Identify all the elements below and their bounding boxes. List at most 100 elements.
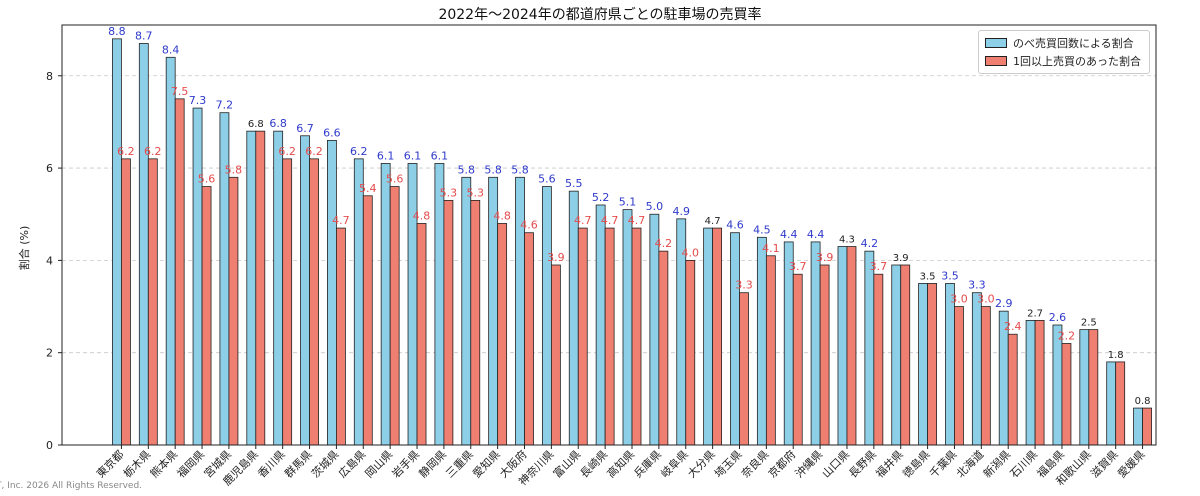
data-label-series1: 3.3 xyxy=(968,279,986,292)
data-label-series1: 5.8 xyxy=(484,163,502,176)
data-label-series1: 4.6 xyxy=(726,219,744,232)
data-label-series1: 5.8 xyxy=(511,163,529,176)
data-label-series2: 4.0 xyxy=(681,246,699,259)
data-label-series2: 3.0 xyxy=(977,293,995,306)
bar-series1 xyxy=(380,163,391,446)
x-tick-label: 東京都 xyxy=(93,447,126,480)
x-tick-label: 栃木県 xyxy=(120,447,153,480)
data-label-series2: 5.4 xyxy=(359,182,377,195)
bar-series2 xyxy=(282,158,293,446)
data-label-series2: 4.7 xyxy=(574,214,592,227)
x-tick-label: 広島県 xyxy=(335,447,368,480)
chart-title: 2022年〜2024年の都道府県ごとの駐車場の売買率 xyxy=(438,7,762,23)
bar-series1 xyxy=(1052,324,1063,446)
data-label-series1: 8.7 xyxy=(135,29,153,42)
data-label-series1: 7.3 xyxy=(189,94,207,107)
bar-series1 xyxy=(945,283,955,446)
y-tick-label: 8 xyxy=(46,70,53,83)
x-tick-label: 沖縄県 xyxy=(792,447,825,480)
data-label-series2: 4.7 xyxy=(601,214,619,227)
data-label-series2: 6.2 xyxy=(144,145,162,158)
x-tick-label: 京都府 xyxy=(765,447,798,480)
x-tick-label: 香川県 xyxy=(255,448,288,481)
bar-series1 xyxy=(1106,361,1117,446)
data-label-series2: 5.3 xyxy=(440,186,458,199)
data-label: 0.8 xyxy=(1135,396,1151,407)
plot-frame xyxy=(61,24,1157,446)
bar-series1 xyxy=(1133,407,1143,446)
x-tick-label: 群馬県 xyxy=(281,447,314,480)
x-tick-label: 徳島県 xyxy=(899,447,932,480)
bar-series1 xyxy=(407,163,418,446)
bar-series2 xyxy=(443,199,454,446)
copyright-text: T, Inc. 2026 All Rights Reserved. xyxy=(0,481,143,491)
bar-series1 xyxy=(810,241,821,446)
x-tick-label: 福岡県 xyxy=(174,447,207,480)
bar-series1 xyxy=(891,264,902,446)
x-tick-label: 山口県 xyxy=(820,448,853,481)
data-label-series2: 4.2 xyxy=(655,237,673,250)
y-tick-label: 4 xyxy=(46,254,53,267)
x-tick-label: 兵庫県 xyxy=(631,447,664,480)
bar-series1 xyxy=(192,107,203,446)
bar-series1 xyxy=(756,236,767,446)
bar-series2 xyxy=(1142,407,1152,446)
bar-series1 xyxy=(112,38,122,446)
data-label-series1: 2.6 xyxy=(1049,311,1067,324)
bar-series1 xyxy=(273,130,284,446)
bar-series2 xyxy=(121,158,131,446)
bar-series2 xyxy=(255,130,266,446)
data-label-series1: 4.9 xyxy=(672,205,690,218)
bar-series2 xyxy=(1115,361,1126,446)
data-label-series1: 4.4 xyxy=(807,228,825,241)
bar-series1 xyxy=(1079,329,1090,446)
x-tick-label: 福井県 xyxy=(873,447,906,480)
data-label-series2: 3.7 xyxy=(789,260,807,273)
data-label-series1: 6.1 xyxy=(431,149,449,162)
y-tick-label: 0 xyxy=(46,439,53,452)
data-label-series1: 6.1 xyxy=(404,149,422,162)
bar-series1 xyxy=(622,209,633,446)
bar-series2 xyxy=(336,227,346,446)
bar-series1 xyxy=(1025,319,1036,446)
x-tick-label: 北海道 xyxy=(953,447,986,480)
data-label: 6.8 xyxy=(248,119,264,130)
x-tick-label: 岐阜県 xyxy=(658,448,691,481)
bar-series2 xyxy=(1088,329,1099,446)
data-label-series1: 4.5 xyxy=(753,223,771,236)
bar-series2 xyxy=(201,186,212,446)
data-label-series2: 5.6 xyxy=(386,173,404,186)
bar-series1 xyxy=(918,283,928,446)
bar-series2 xyxy=(846,246,857,446)
data-label-series2: 6.2 xyxy=(278,145,296,158)
bar-series1 xyxy=(568,190,579,446)
x-tick-label: 長野県 xyxy=(846,448,879,481)
bar-series1 xyxy=(461,176,472,446)
x-tick-label: 新潟県 xyxy=(980,447,1013,480)
legend-item-series2: 1回以上売買のあった割合 xyxy=(985,52,1141,70)
bar-series2 xyxy=(631,227,642,446)
bar-series2 xyxy=(497,223,508,446)
bar-series1 xyxy=(595,204,606,446)
bar-series2 xyxy=(765,255,776,446)
x-tick-label: 愛媛県 xyxy=(1114,447,1147,480)
legend-swatch-series1 xyxy=(985,38,1007,48)
x-tick-label: 長崎県 xyxy=(577,447,610,480)
x-tick-label: 石川県 xyxy=(1008,448,1041,481)
data-label-series2: 3.3 xyxy=(735,279,753,292)
data-label-series2: 4.8 xyxy=(493,209,511,222)
bar-series2 xyxy=(954,306,964,446)
bar-series2 xyxy=(1061,343,1072,446)
bar-series1 xyxy=(837,246,848,446)
x-tick-label: 三重県 xyxy=(443,447,476,480)
bar-series1 xyxy=(165,56,176,446)
data-label-series1: 5.5 xyxy=(565,177,583,190)
bar-series1 xyxy=(541,186,552,446)
data-label-series1: 3.5 xyxy=(941,269,959,282)
data-label-series2: 4.8 xyxy=(413,209,431,222)
legend: のべ売買回数による割合 1回以上売買のあった割合 xyxy=(978,30,1150,74)
bar-series2 xyxy=(980,306,991,446)
data-label: 2.5 xyxy=(1081,318,1097,329)
data-label-series1: 5.2 xyxy=(592,191,610,204)
